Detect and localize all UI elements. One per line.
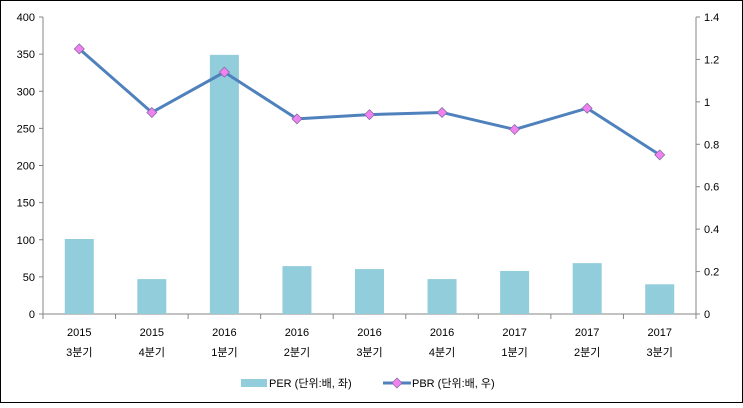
pbr-marker	[436, 106, 448, 118]
pbr-marker	[509, 123, 521, 135]
x-tick-label-year: 2015	[67, 327, 91, 339]
x-tick-label-quarter: 3분기	[647, 346, 673, 359]
pbr-marker	[581, 102, 593, 114]
right-tick-label: 0.6	[704, 182, 719, 194]
pbr-marker	[364, 109, 375, 121]
left-tick-label: 100	[17, 235, 35, 247]
pbr-marker	[73, 43, 85, 55]
left-tick-label: 150	[17, 198, 35, 210]
pbr-marker	[291, 113, 303, 125]
x-tick-label-year: 2017	[575, 327, 599, 339]
x-tick-label-year: 2017	[502, 327, 526, 339]
legend-per-label: PER (단위:배, 좌)	[269, 377, 352, 390]
legend-pbr-marker	[391, 377, 403, 389]
pbr-marker	[146, 106, 158, 118]
x-tick-label-quarter: 1분기	[211, 346, 237, 359]
per-bar	[64, 239, 94, 314]
left-tick-label: 50	[23, 272, 35, 284]
per-bar	[355, 269, 384, 314]
x-tick-label-quarter: 3분기	[66, 346, 92, 359]
legend-per-swatch	[241, 379, 267, 387]
right-tick-label: 0.4	[704, 224, 719, 236]
left-tick-label: 0	[29, 309, 35, 321]
right-tick-label: 1.2	[704, 54, 719, 66]
right-tick-label: 0.8	[704, 139, 719, 151]
x-tick-label-year: 2016	[430, 327, 454, 339]
right-tick-label: 1	[704, 97, 710, 109]
x-tick-label-year: 2015	[140, 327, 164, 339]
left-tick-label: 400	[17, 12, 35, 24]
left-tick-label: 200	[17, 161, 35, 173]
pbr-marker	[654, 149, 666, 161]
left-tick-label: 300	[17, 86, 35, 98]
right-tick-label: 0.2	[704, 267, 719, 279]
right-tick-label: 0	[704, 309, 710, 321]
legend-pbr-label: PBR (단위:배, 우)	[412, 377, 495, 390]
per-bar	[645, 284, 675, 314]
pbr-marker	[218, 66, 230, 78]
x-tick-label-quarter: 1분기	[501, 346, 527, 359]
x-tick-label-year: 2016	[212, 327, 236, 339]
per-bar	[572, 263, 602, 314]
x-tick-label-quarter: 3분기	[356, 346, 382, 359]
pbr-line	[78, 47, 661, 157]
x-tick-label-quarter: 4분기	[139, 346, 165, 359]
x-tick-label-year: 2017	[647, 327, 671, 339]
per-bar	[282, 266, 312, 314]
left-tick-label: 350	[17, 49, 35, 61]
per-bar	[209, 54, 239, 315]
x-tick-label-year: 2016	[285, 327, 309, 339]
x-tick-label-year: 2016	[357, 327, 381, 339]
right-tick-label: 1.4	[704, 12, 719, 24]
x-tick-label-quarter: 4분기	[429, 346, 455, 359]
x-tick-label-quarter: 2분기	[284, 346, 310, 359]
left-tick-label: 250	[17, 123, 35, 135]
per-bar	[500, 270, 530, 314]
per-bar	[427, 279, 457, 314]
per-bar	[137, 279, 167, 314]
x-tick-label-quarter: 2분기	[574, 346, 600, 359]
